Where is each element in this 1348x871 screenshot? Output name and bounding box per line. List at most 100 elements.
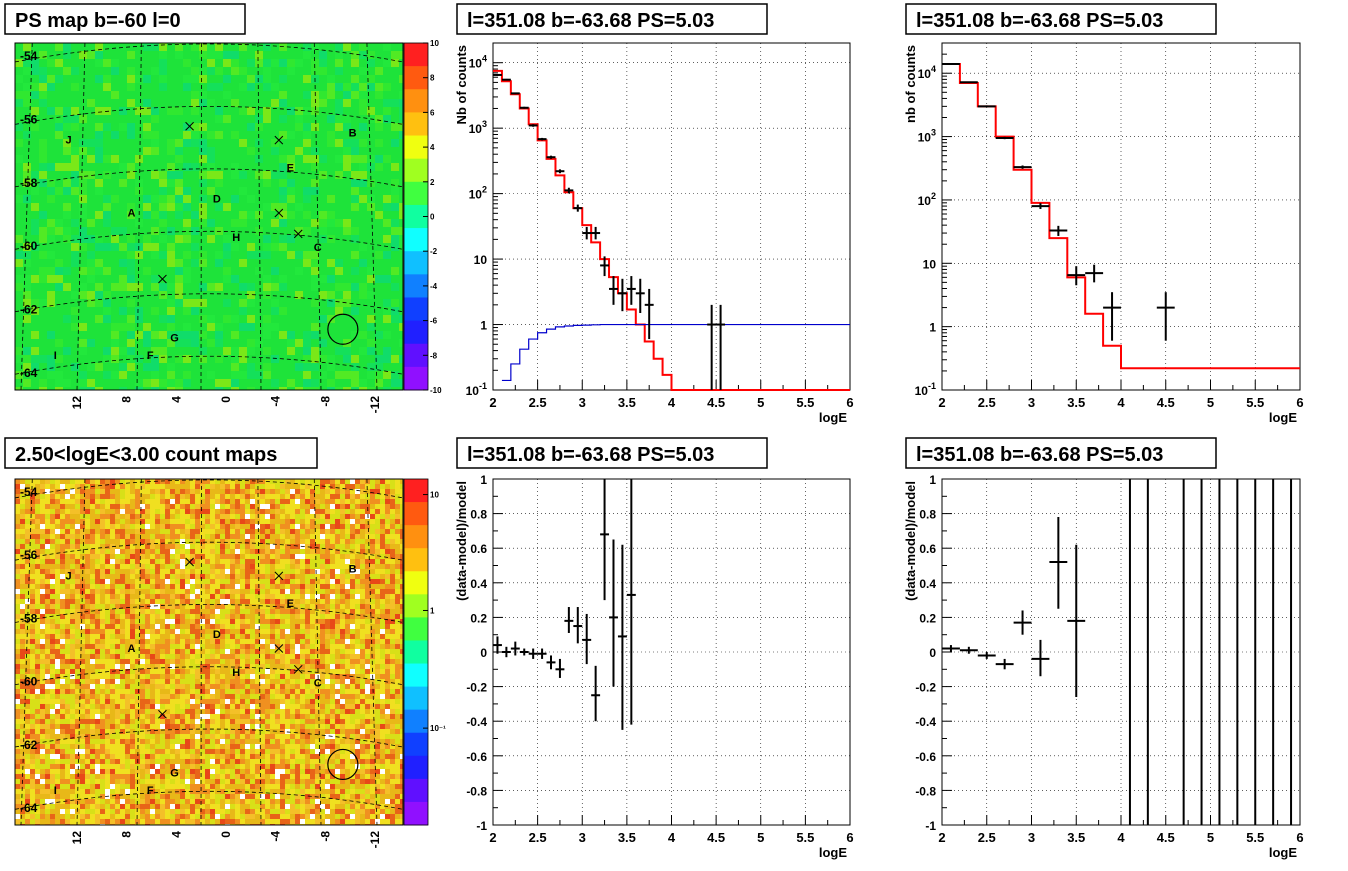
map-pixel bbox=[375, 509, 380, 514]
map-pixel bbox=[285, 669, 290, 674]
map-pixel bbox=[231, 131, 239, 139]
map-pixel bbox=[400, 644, 403, 649]
x-tick-label: 3 bbox=[1028, 395, 1035, 410]
map-pixel bbox=[355, 574, 360, 579]
map-pixel bbox=[120, 649, 125, 654]
map-pixel bbox=[310, 664, 315, 669]
map-pixel bbox=[370, 594, 375, 599]
map-pixel bbox=[351, 139, 359, 147]
map-pixel bbox=[103, 75, 111, 83]
map-pixel bbox=[355, 504, 360, 509]
map-pixel bbox=[223, 235, 231, 243]
residual-point bbox=[519, 648, 529, 656]
map-pixel bbox=[45, 579, 50, 584]
map-pixel bbox=[350, 659, 355, 664]
map-pixel bbox=[47, 363, 55, 371]
map-pixel bbox=[230, 574, 235, 579]
map-pixel bbox=[119, 227, 127, 235]
map-pixel bbox=[255, 609, 260, 614]
map-pixel bbox=[70, 524, 75, 529]
x-tick-label: 6 bbox=[1296, 395, 1303, 410]
map-pixel bbox=[200, 639, 205, 644]
map-pixel bbox=[75, 689, 80, 694]
map-pixel bbox=[180, 694, 185, 699]
map-pixel bbox=[320, 644, 325, 649]
map-pixel bbox=[130, 504, 135, 509]
map-pixel bbox=[335, 509, 340, 514]
map-pixel bbox=[185, 644, 190, 649]
map-pixel bbox=[225, 479, 230, 484]
map-pixel bbox=[215, 549, 220, 554]
map-pixel bbox=[255, 155, 263, 163]
map-pixel bbox=[125, 614, 130, 619]
map-pixel bbox=[395, 599, 400, 604]
map-pixel bbox=[265, 539, 270, 544]
map-pixel bbox=[47, 75, 55, 83]
map-pixel bbox=[370, 654, 375, 659]
map-pixel bbox=[271, 267, 279, 275]
map-pixel bbox=[80, 614, 85, 619]
map-pixel bbox=[80, 694, 85, 699]
map-pixel bbox=[103, 195, 111, 203]
map-pixel bbox=[135, 599, 140, 604]
map-pixel bbox=[315, 604, 320, 609]
map-pixel bbox=[285, 514, 290, 519]
map-pixel bbox=[275, 624, 280, 629]
map-pixel bbox=[55, 283, 63, 291]
map-pixel bbox=[350, 559, 355, 564]
map-pixel bbox=[380, 524, 385, 529]
map-pixel bbox=[385, 504, 390, 509]
map-pixel bbox=[150, 539, 155, 544]
map-pixel bbox=[207, 99, 215, 107]
map-pixel bbox=[280, 619, 285, 624]
map-pixel bbox=[200, 559, 205, 564]
y-tick-label: 104 bbox=[469, 54, 487, 71]
map-pixel bbox=[247, 339, 255, 347]
map-pixel bbox=[240, 619, 245, 624]
map-pixel bbox=[315, 689, 320, 694]
map-pixel bbox=[103, 123, 111, 131]
map-pixel bbox=[235, 604, 240, 609]
map-pixel bbox=[340, 579, 345, 584]
map-pixel bbox=[135, 559, 140, 564]
map-pixel bbox=[170, 534, 175, 539]
data-point bbox=[635, 278, 645, 314]
map-pixel bbox=[120, 604, 125, 609]
map-pixel bbox=[145, 544, 150, 549]
map-pixel bbox=[303, 259, 311, 267]
map-pixel bbox=[345, 494, 350, 499]
map-pixel bbox=[325, 649, 330, 654]
map-pixel bbox=[195, 594, 200, 599]
map-pixel bbox=[330, 559, 335, 564]
map-pixel bbox=[235, 479, 240, 484]
map-pixel bbox=[180, 614, 185, 619]
map-pixel bbox=[320, 489, 325, 494]
map-pixel bbox=[225, 524, 230, 529]
map-pixel bbox=[165, 679, 170, 684]
map-pixel bbox=[199, 211, 207, 219]
map-pixel bbox=[365, 519, 370, 524]
map-pixel bbox=[95, 387, 103, 390]
map-pixel bbox=[275, 534, 280, 539]
map-pixel bbox=[15, 584, 20, 589]
map-pixel bbox=[170, 509, 175, 514]
map-pixel bbox=[360, 609, 365, 614]
map-pixel bbox=[311, 323, 319, 331]
map-pixel bbox=[325, 519, 330, 524]
map-pixel bbox=[30, 659, 35, 664]
map-pixel bbox=[300, 614, 305, 619]
map-pixel bbox=[343, 163, 351, 171]
map-pixel bbox=[150, 664, 155, 669]
map-pixel bbox=[235, 614, 240, 619]
map-pixel bbox=[210, 534, 215, 539]
map-pixel bbox=[280, 489, 285, 494]
map-pixel bbox=[199, 123, 207, 131]
map-pixel bbox=[380, 554, 385, 559]
map-pixel bbox=[170, 589, 175, 594]
map-pixel bbox=[305, 534, 310, 539]
map-pixel bbox=[375, 554, 380, 559]
map-pixel bbox=[100, 504, 105, 509]
map-pixel bbox=[223, 379, 231, 387]
map-pixel bbox=[275, 554, 280, 559]
map-pixel bbox=[175, 489, 180, 494]
